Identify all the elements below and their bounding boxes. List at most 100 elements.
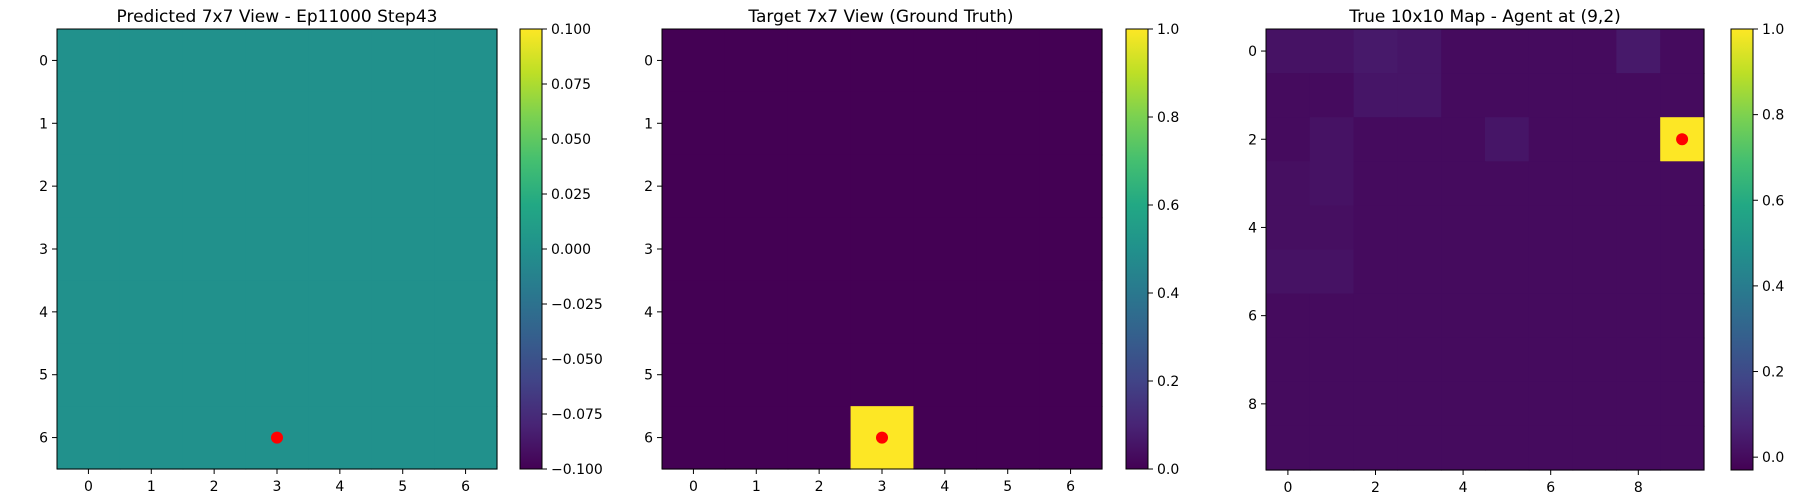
heatmap-cell [913, 343, 977, 407]
x-tick-label: 1 [147, 479, 156, 495]
heatmap-cell [1309, 161, 1355, 206]
heatmap-cell [1616, 381, 1661, 427]
heatmap-cell [1528, 293, 1574, 339]
heatmap-cell [182, 343, 247, 407]
colorbar-tick-label: 1.0 [1157, 22, 1179, 38]
heatmap-cell [1441, 293, 1486, 339]
heatmap-cell [1309, 293, 1355, 339]
heatmap-cell [976, 406, 1040, 470]
heatmap-cell [1397, 381, 1442, 427]
heatmap-cell [1528, 29, 1574, 74]
heatmap-cell [308, 29, 372, 93]
heatmap-cell [850, 343, 915, 407]
heatmap-cell [434, 280, 498, 344]
heatmap-cell [1353, 381, 1398, 427]
heatmap-cell [1397, 205, 1442, 251]
heatmap-cell [787, 406, 852, 470]
heatmap-cell [662, 29, 726, 93]
heatmap-cell [1572, 205, 1617, 251]
agent-marker [876, 431, 888, 444]
heatmap-cell [1353, 117, 1398, 162]
heatmap-cell [434, 343, 498, 407]
heatmap-cell [976, 217, 1040, 282]
heatmap-cell [1039, 406, 1103, 470]
heatmap-cell [434, 406, 498, 470]
x-tick-label: 5 [398, 479, 407, 495]
plot-frame [1265, 28, 1705, 471]
heatmap-cell [308, 280, 372, 344]
heatmap-cell [1309, 381, 1355, 427]
heatmap-cell [1309, 73, 1355, 118]
heatmap-cell [182, 154, 247, 219]
x-tick-label: 2 [210, 479, 219, 495]
y-tick-label: 1 [39, 116, 48, 132]
heatmap-cell [1616, 337, 1661, 383]
heatmap-cell [371, 280, 435, 344]
heatmap-cell [662, 217, 726, 282]
heatmap-cell [308, 343, 372, 407]
heatmap-cell [850, 280, 915, 344]
colorbar-tick-label: 0.6 [1762, 193, 1784, 209]
heatmap-cell [371, 217, 435, 282]
heatmap-cell [1441, 381, 1486, 427]
heatmap-cell [1397, 293, 1442, 339]
colorbar-tick-label: −0.075 [551, 407, 603, 423]
heatmap-cell [1528, 337, 1574, 383]
heatmap-cell [1528, 425, 1574, 471]
heatmap-cell [434, 29, 498, 93]
heatmap-cell [1441, 337, 1486, 383]
y-tick-label: 2 [644, 179, 653, 195]
heatmap-cell [245, 29, 310, 93]
heatmap-cell [724, 343, 789, 407]
heatmap-cell [724, 91, 789, 156]
heatmap-cell [308, 217, 372, 282]
heatmap-cell [976, 29, 1040, 93]
y-tick-label: 6 [644, 431, 653, 447]
heatmap-cell [1397, 29, 1442, 74]
y-tick-label: 2 [1248, 132, 1257, 148]
heatmap-cell [976, 154, 1040, 219]
y-tick-label: 0 [644, 53, 653, 69]
heatmap-cell [245, 91, 310, 156]
agent-marker [271, 431, 283, 444]
x-axis-ticks: 0 2 4 6 8 [1283, 470, 1643, 496]
colorbar-tick-label: 0.2 [1762, 365, 1784, 381]
heatmap-cell [371, 29, 435, 93]
heatmap-cell [1353, 249, 1398, 295]
heatmap-cell [1397, 161, 1442, 206]
heatmap-cell [1309, 205, 1355, 251]
y-tick-label: 2 [39, 179, 48, 195]
heatmap-cell [245, 154, 310, 219]
heatmap-cell [787, 154, 852, 219]
y-axis-ticks: 0 2 4 6 8 [1248, 44, 1266, 413]
heatmap-cell [1660, 381, 1705, 427]
heatmap-cell [308, 154, 372, 219]
heatmap-cell [1528, 249, 1574, 295]
heatmap-cell [1616, 73, 1661, 118]
colorbar-tick-label: −0.100 [551, 462, 603, 478]
panel-target-view: Target 7x7 View (Ground Truth) 0 1 2 3 4 5 6 0… [644, 7, 1179, 495]
heatmap-cell [724, 217, 789, 282]
x-tick-label: 6 [461, 479, 470, 495]
heatmap-cell [57, 217, 121, 282]
heatmap-cell [1616, 161, 1661, 206]
heatmap-cell [1660, 73, 1705, 118]
heatmap-cell [308, 406, 372, 470]
heatmap-cell [1572, 73, 1617, 118]
heatmap-cell [1353, 205, 1398, 251]
heatmap-cell [850, 29, 915, 93]
heatmap-cell [1309, 249, 1355, 295]
heatmap-cells [57, 29, 498, 470]
heatmap-cell [913, 29, 977, 93]
heatmap-cell [1572, 161, 1617, 206]
heatmap-cell [1039, 217, 1103, 282]
heatmap-cell [1660, 337, 1705, 383]
heatmap-cell [662, 343, 726, 407]
heatmap-cell [119, 406, 184, 470]
heatmap-cell [1039, 91, 1103, 156]
heatmap-cell [913, 91, 977, 156]
heatmap-cell [913, 406, 977, 470]
heatmap-cell [724, 29, 789, 93]
heatmap-cell [1266, 29, 1311, 74]
heatmap-cell [1309, 337, 1355, 383]
